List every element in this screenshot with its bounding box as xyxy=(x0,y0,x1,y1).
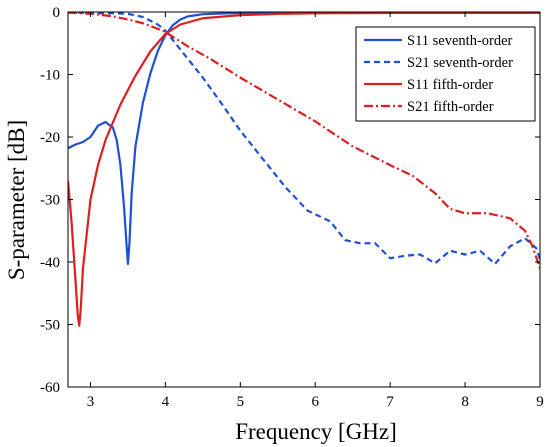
x-tick-label: 3 xyxy=(87,394,95,410)
legend-label-1: S11 seventh-order xyxy=(407,33,513,49)
x-tick-label: 4 xyxy=(162,394,170,410)
y-tick-label: 0 xyxy=(53,5,61,21)
legend-label-2: S21 seventh-order xyxy=(407,55,513,71)
series-line-2 xyxy=(68,12,540,265)
series-line-4 xyxy=(68,12,540,269)
y-tick-label: -60 xyxy=(40,380,60,396)
y-tick-label: -20 xyxy=(40,130,60,146)
y-tick-label: -10 xyxy=(40,68,60,84)
x-tick-label: 5 xyxy=(237,394,245,410)
y-axis-title: S-parameter [dB] xyxy=(4,120,29,280)
series-line-1 xyxy=(68,12,540,265)
series-line-3 xyxy=(68,12,540,327)
x-tick-label: 7 xyxy=(386,394,394,410)
y-tick-label: -40 xyxy=(40,255,60,271)
y-tick-label: -50 xyxy=(40,318,60,334)
legend-label-3: S11 fifth-order xyxy=(407,77,493,93)
x-tick-label: 9 xyxy=(536,394,544,410)
y-tick-label: -30 xyxy=(40,193,60,209)
x-tick-label: 8 xyxy=(461,394,469,410)
x-tick-label: 6 xyxy=(311,394,319,410)
x-axis-title: Frequency [GHz] xyxy=(235,419,397,444)
legend-label-4: S21 fifth-order xyxy=(407,99,494,115)
